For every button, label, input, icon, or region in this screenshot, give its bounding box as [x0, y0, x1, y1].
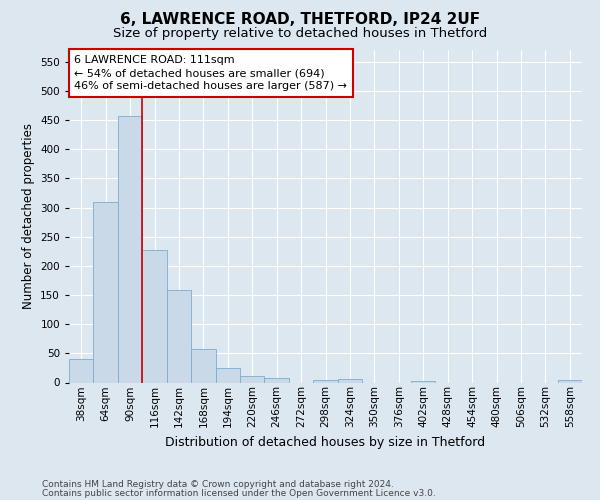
Bar: [240, 376, 265, 382]
Bar: [191, 349, 215, 382]
Bar: [265, 378, 289, 382]
Bar: [557, 380, 582, 382]
Bar: [167, 290, 191, 382]
Bar: [94, 202, 118, 382]
Text: Contains HM Land Registry data © Crown copyright and database right 2024.: Contains HM Land Registry data © Crown c…: [42, 480, 394, 489]
Y-axis label: Number of detached properties: Number of detached properties: [22, 123, 35, 309]
Text: 6, LAWRENCE ROAD, THETFORD, IP24 2UF: 6, LAWRENCE ROAD, THETFORD, IP24 2UF: [120, 12, 480, 28]
Bar: [338, 379, 362, 382]
X-axis label: Distribution of detached houses by size in Thetford: Distribution of detached houses by size …: [166, 436, 485, 448]
Bar: [69, 359, 94, 382]
Bar: [313, 380, 338, 382]
Text: Size of property relative to detached houses in Thetford: Size of property relative to detached ho…: [113, 28, 487, 40]
Bar: [215, 368, 240, 382]
Bar: [142, 250, 167, 382]
Bar: [118, 116, 142, 382]
Text: 6 LAWRENCE ROAD: 111sqm
← 54% of detached houses are smaller (694)
46% of semi-d: 6 LAWRENCE ROAD: 111sqm ← 54% of detache…: [74, 55, 347, 92]
Text: Contains public sector information licensed under the Open Government Licence v3: Contains public sector information licen…: [42, 489, 436, 498]
